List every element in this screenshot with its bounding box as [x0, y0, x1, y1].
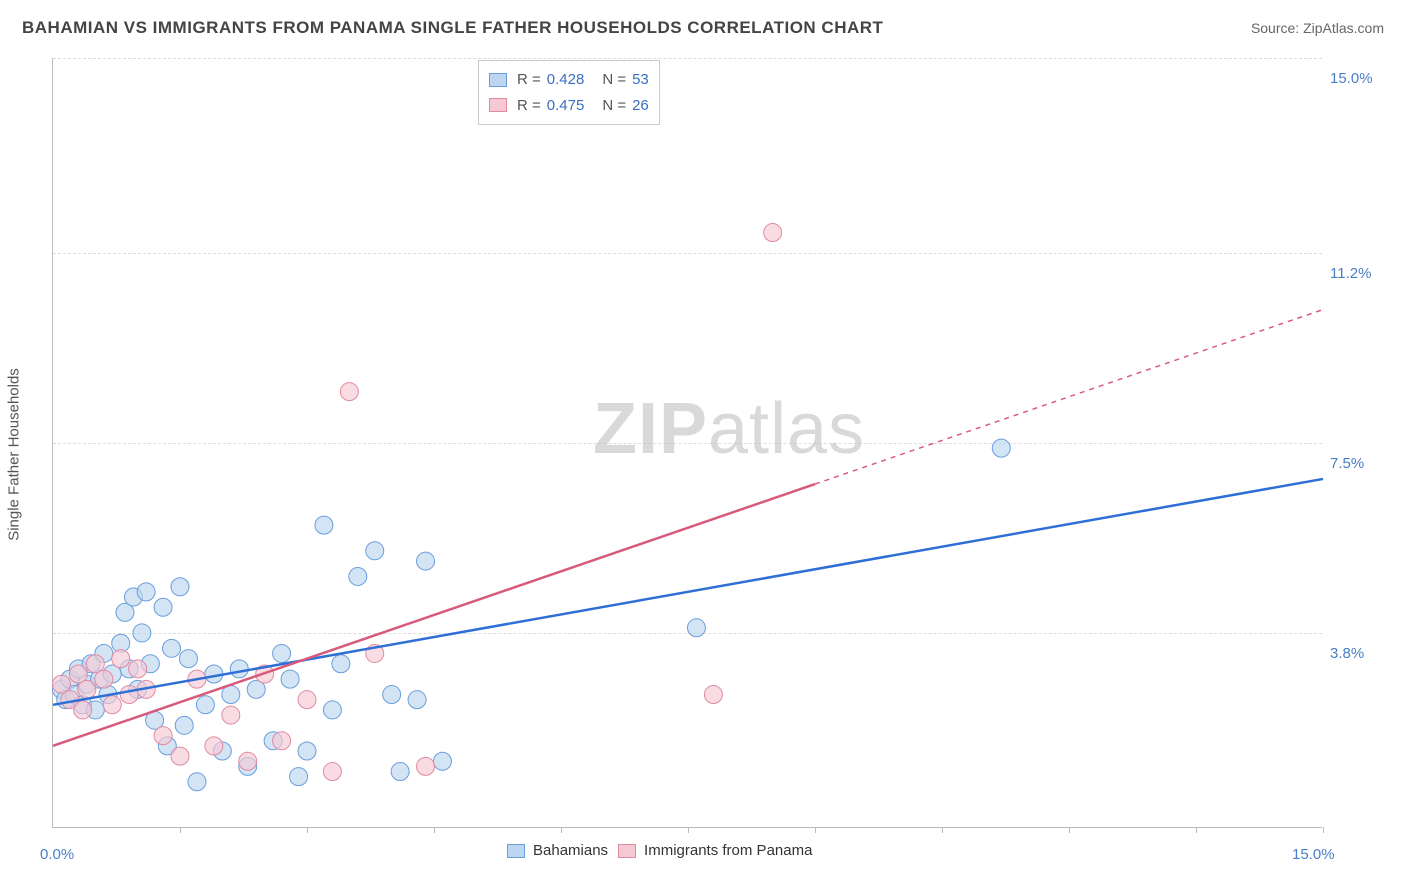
- data-point: [764, 224, 782, 242]
- data-point: [704, 686, 722, 704]
- n-label: N =: [602, 93, 626, 119]
- data-point: [323, 763, 341, 781]
- x-tick: [307, 827, 308, 833]
- scatter-svg: [53, 58, 1322, 827]
- n-value: 26: [632, 93, 649, 119]
- data-point: [179, 650, 197, 668]
- n-label: N =: [602, 67, 626, 93]
- y-axis-label: Single Father Households: [6, 368, 23, 541]
- legend-item: Bahamians: [507, 842, 608, 859]
- data-point: [154, 727, 172, 745]
- data-point: [188, 773, 206, 791]
- data-point: [103, 696, 121, 714]
- x-tick: [688, 827, 689, 833]
- data-point: [74, 701, 92, 719]
- x-axis-max-label: 15.0%: [1292, 846, 1335, 863]
- data-point: [222, 706, 240, 724]
- data-point: [298, 742, 316, 760]
- data-point: [137, 583, 155, 601]
- data-point: [417, 757, 435, 775]
- chart-title: BAHAMIAN VS IMMIGRANTS FROM PANAMA SINGL…: [22, 18, 883, 38]
- data-point: [298, 691, 316, 709]
- data-point: [154, 598, 172, 616]
- r-value: 0.428: [547, 67, 585, 93]
- legend-swatch: [489, 73, 507, 87]
- legend-row: R =0.428 N =53: [489, 67, 649, 93]
- data-point: [332, 655, 350, 673]
- x-tick: [561, 827, 562, 833]
- r-label: R =: [517, 93, 541, 119]
- data-point: [273, 644, 291, 662]
- data-point: [433, 752, 451, 770]
- data-point: [417, 552, 435, 570]
- r-label: R =: [517, 67, 541, 93]
- data-point: [323, 701, 341, 719]
- legend-swatch: [489, 98, 507, 112]
- y-tick-label: 3.8%: [1330, 645, 1364, 662]
- legend-swatch: [618, 844, 636, 858]
- x-tick: [434, 827, 435, 833]
- data-point: [78, 680, 96, 698]
- source-label: Source: ZipAtlas.com: [1251, 20, 1384, 36]
- y-tick-label: 11.2%: [1330, 265, 1371, 282]
- data-point: [163, 639, 181, 657]
- legend-item: Immigrants from Panama: [618, 842, 812, 859]
- data-point: [366, 542, 384, 560]
- data-point: [175, 716, 193, 734]
- legend-label: Bahamians: [533, 842, 608, 859]
- y-tick-label: 7.5%: [1330, 455, 1364, 472]
- x-tick: [942, 827, 943, 833]
- x-axis-min-label: 0.0%: [40, 846, 74, 863]
- legend-label: Immigrants from Panama: [644, 842, 812, 859]
- data-point: [273, 732, 291, 750]
- x-tick: [1069, 827, 1070, 833]
- data-point: [133, 624, 151, 642]
- legend-swatch: [507, 844, 525, 858]
- correlation-legend: R =0.428 N =53 R =0.475 N =26: [478, 60, 660, 125]
- data-point: [239, 752, 257, 770]
- plot-area: ZIPatlas R =0.428N =53R =0.475N =26: [52, 58, 1322, 828]
- data-point: [290, 768, 308, 786]
- x-tick: [180, 827, 181, 833]
- data-point: [391, 763, 409, 781]
- data-point: [687, 619, 705, 637]
- data-point: [230, 660, 248, 678]
- data-point: [205, 737, 223, 755]
- trend-line: [53, 479, 1323, 705]
- trend-line-extrapolated: [815, 310, 1323, 485]
- data-point: [315, 516, 333, 534]
- y-tick-label: 15.0%: [1330, 70, 1373, 87]
- data-point: [340, 383, 358, 401]
- data-point: [171, 578, 189, 596]
- data-point: [408, 691, 426, 709]
- data-point: [129, 660, 147, 678]
- r-value: 0.475: [547, 93, 585, 119]
- data-point: [349, 567, 367, 585]
- series-legend: Bahamians Immigrants from Panama: [507, 842, 812, 859]
- data-point: [196, 696, 214, 714]
- x-tick: [815, 827, 816, 833]
- data-point: [112, 650, 130, 668]
- data-point: [120, 686, 138, 704]
- data-point: [171, 747, 189, 765]
- data-point: [281, 670, 299, 688]
- data-point: [95, 670, 113, 688]
- legend-row: R =0.475 N =26: [489, 93, 649, 119]
- data-point: [992, 439, 1010, 457]
- x-tick: [1196, 827, 1197, 833]
- x-tick: [1323, 827, 1324, 833]
- n-value: 53: [632, 67, 649, 93]
- data-point: [383, 686, 401, 704]
